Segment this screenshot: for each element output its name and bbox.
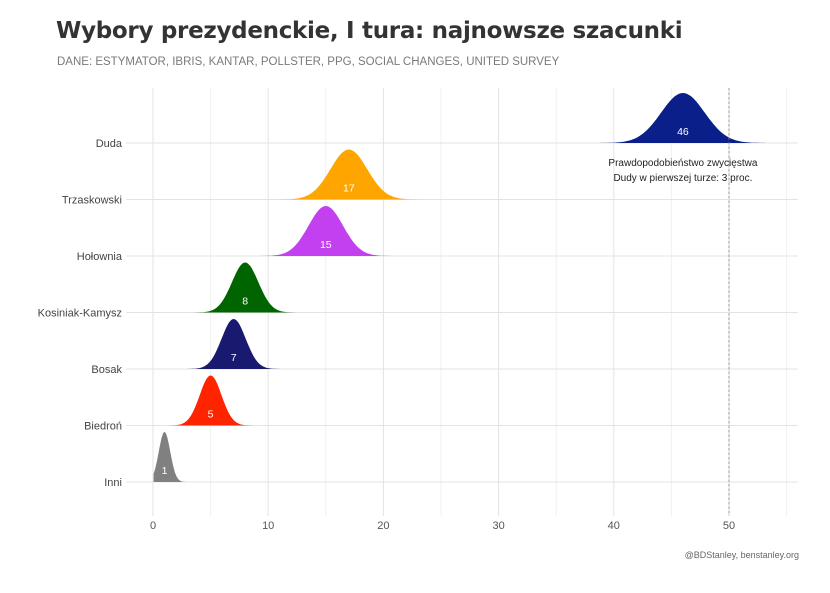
- ridge-value-label: 46: [677, 126, 689, 138]
- ridge-value-label: 8: [242, 296, 248, 308]
- annotation-line2: Dudy w pierwszej turze: 3 proc.: [613, 173, 752, 184]
- ridge-inni: [153, 432, 188, 482]
- chart-title: Wybory prezydenckie, I tura: najnowsze s…: [56, 18, 683, 44]
- ridge-bosak: [185, 319, 282, 369]
- ridge-value-label: 7: [231, 352, 237, 364]
- x-tick-label: 0: [150, 520, 156, 532]
- chart-subtitle: DANE: ESTYMATOR, IBRIS, KANTAR, POLLSTER…: [57, 56, 560, 68]
- ridge-kosiniak-kamysz: [192, 262, 299, 313]
- chart-caption: @BDStanley, benstanley.org: [684, 550, 799, 560]
- y-category-label: Hołownia: [77, 251, 123, 263]
- ridge-trzaskowski: [275, 149, 423, 200]
- annotation-line1: Prawdopodobieństwo zwycięstwa: [608, 158, 757, 169]
- ridge-value-label: 1: [162, 465, 168, 477]
- x-tick-label: 50: [723, 520, 735, 532]
- y-category-label: Bosak: [91, 364, 122, 376]
- y-category-label: Inni: [104, 477, 122, 489]
- x-tick-label: 30: [492, 520, 504, 532]
- y-category-label: Biedroń: [84, 421, 122, 433]
- ridge-value-label: 5: [208, 409, 214, 421]
- x-tick-label: 10: [262, 520, 274, 532]
- ridge-hołownia: [256, 206, 395, 256]
- ridge-duda: [595, 93, 771, 143]
- ridge-value-label: 15: [320, 239, 332, 251]
- y-category-label: Kosiniak-Kamysz: [38, 308, 122, 320]
- y-category-label: Trzaskowski: [62, 195, 122, 207]
- x-tick-label: 20: [377, 520, 389, 532]
- x-tick-label: 40: [608, 520, 620, 532]
- y-category-label: Duda: [96, 138, 123, 150]
- ridge-value-label: 17: [343, 183, 355, 195]
- ridge-biedroń: [166, 375, 255, 426]
